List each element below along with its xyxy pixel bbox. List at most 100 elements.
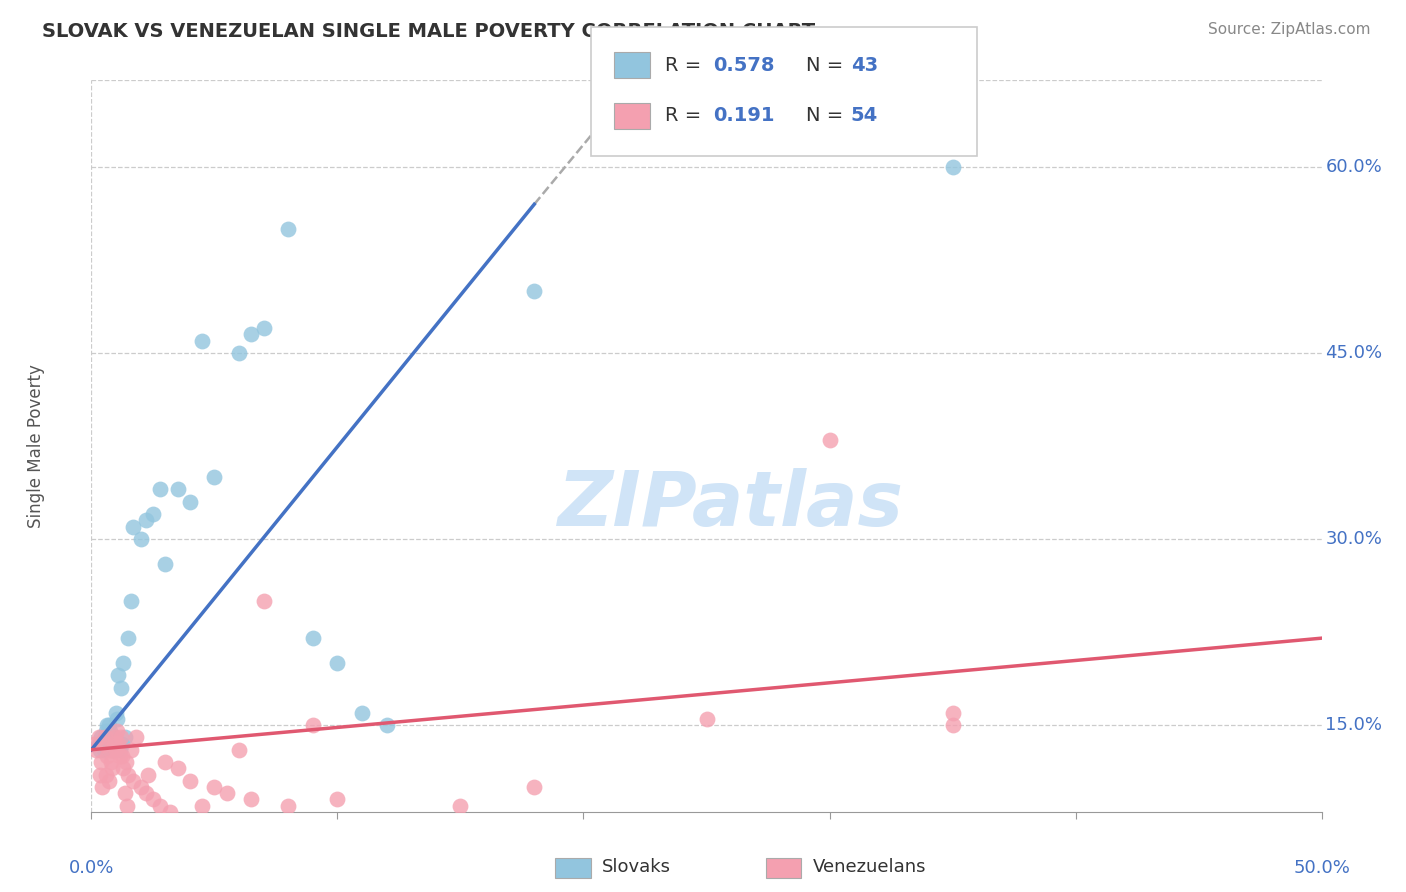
Point (93, 737, 115, 751)
Point (105, 724, 128, 739)
Text: N =: N = (806, 106, 849, 126)
Point (100, 743, 122, 757)
Point (94, 731, 117, 745)
Text: 45.0%: 45.0% (1326, 344, 1382, 362)
Point (326, 656, 349, 670)
Point (253, 321, 276, 335)
Text: ZIPatlas: ZIPatlas (558, 467, 904, 541)
Point (375, 718, 398, 732)
Point (98, 743, 121, 757)
Point (240, 327, 263, 342)
Text: 0.0%: 0.0% (69, 859, 114, 877)
Point (114, 755, 138, 769)
Point (103, 731, 125, 745)
Point (101, 737, 124, 751)
Point (105, 743, 127, 757)
Point (87, 731, 110, 745)
Point (108, 748, 131, 763)
Point (120, 594, 142, 608)
Text: 0.191: 0.191 (713, 106, 775, 126)
Point (202, 780, 225, 794)
Point (97, 773, 120, 788)
Point (96, 724, 117, 739)
Point (83, 737, 105, 751)
Point (98, 724, 121, 739)
Text: 0.578: 0.578 (713, 55, 775, 75)
Point (96, 767, 117, 781)
Point (129, 780, 152, 794)
Point (352, 706, 374, 720)
Point (153, 557, 177, 571)
Text: 50.0%: 50.0% (1294, 859, 1350, 877)
Text: 54: 54 (851, 106, 877, 126)
Point (104, 731, 127, 745)
Point (149, 798, 172, 813)
Text: 43: 43 (851, 55, 877, 75)
Point (90, 755, 112, 769)
Point (122, 519, 145, 533)
Point (941, 718, 963, 732)
Point (240, 792, 263, 806)
Point (93, 743, 115, 757)
Point (110, 731, 132, 745)
Text: R =: R = (665, 106, 714, 126)
Point (105, 712, 128, 726)
Point (941, 160, 963, 174)
Point (818, 433, 841, 447)
Text: SLOVAK VS VENEZUELAN SINGLE MALE POVERTY CORRELATION CHART: SLOVAK VS VENEZUELAN SINGLE MALE POVERTY… (42, 22, 815, 41)
Point (695, 712, 717, 726)
Point (108, 743, 131, 757)
Point (215, 786, 238, 800)
Point (149, 483, 172, 497)
Point (117, 767, 139, 781)
Point (523, 780, 546, 794)
Point (153, 755, 177, 769)
Point (94, 731, 117, 745)
Point (89, 743, 111, 757)
Text: Venezuelans: Venezuelans (813, 858, 927, 876)
Text: Source: ZipAtlas.com: Source: ZipAtlas.com (1208, 22, 1371, 37)
Point (941, 706, 963, 720)
Text: 15.0%: 15.0% (1326, 716, 1382, 734)
Point (277, 222, 299, 236)
Point (179, 773, 201, 788)
Point (202, 470, 225, 484)
Point (191, 798, 214, 813)
Point (142, 792, 165, 806)
Text: N =: N = (806, 55, 849, 75)
Point (97, 718, 120, 732)
Point (228, 743, 250, 757)
Point (111, 737, 134, 751)
Point (114, 731, 136, 745)
Text: Single Male Poverty: Single Male Poverty (27, 364, 45, 528)
Point (111, 748, 134, 763)
Point (117, 631, 139, 645)
Point (449, 798, 471, 813)
Point (112, 656, 135, 670)
Point (159, 805, 181, 819)
Point (301, 631, 323, 645)
Point (179, 495, 201, 509)
Point (228, 346, 250, 360)
Point (523, 284, 546, 298)
Point (166, 483, 188, 497)
Point (191, 334, 214, 348)
Point (114, 786, 136, 800)
Point (301, 718, 323, 732)
Point (90, 731, 112, 745)
Point (120, 743, 142, 757)
Point (96, 718, 118, 732)
Point (89, 767, 111, 781)
Point (112, 761, 135, 775)
Point (101, 761, 124, 775)
Point (136, 767, 159, 781)
Point (277, 798, 299, 813)
Point (326, 792, 349, 806)
Point (107, 737, 129, 751)
Point (166, 761, 188, 775)
Point (107, 668, 129, 682)
Text: 60.0%: 60.0% (1326, 158, 1382, 176)
Point (103, 737, 125, 751)
Point (253, 594, 276, 608)
Point (135, 786, 157, 800)
